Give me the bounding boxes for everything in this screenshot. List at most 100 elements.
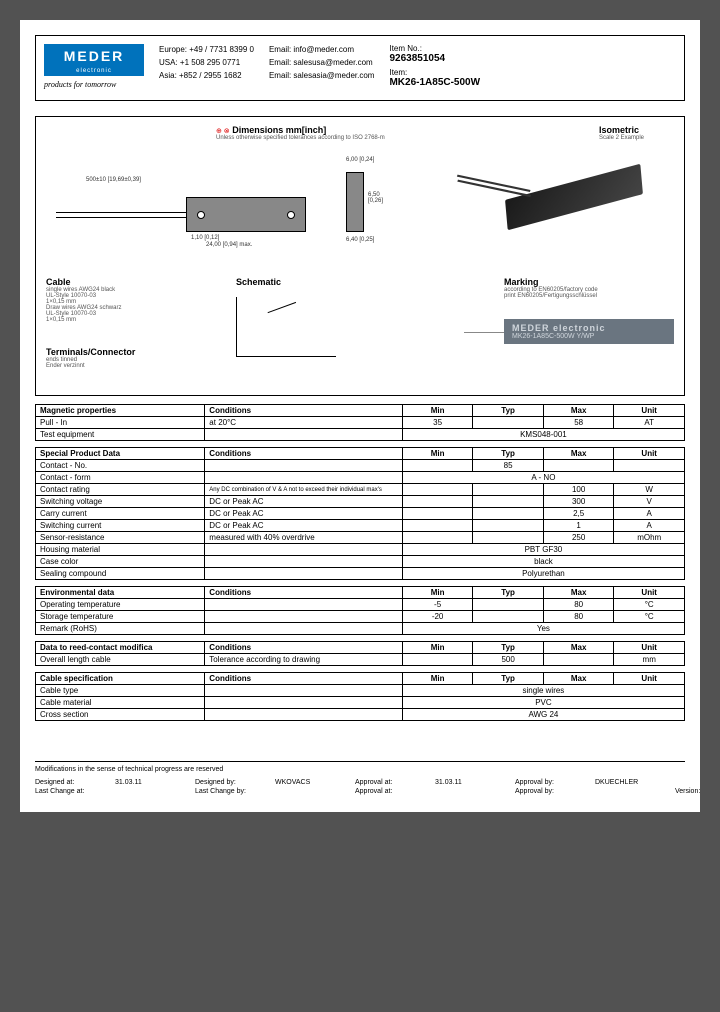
cell-unit: A — [614, 508, 685, 520]
logo: MEDER — [44, 44, 144, 68]
approval-at: 31.03.11 — [435, 779, 495, 786]
cell-min: 35 — [402, 417, 473, 429]
cell-max: 100 — [543, 484, 614, 496]
email-salesusa: Email: salesusa@meder.com — [269, 57, 375, 70]
table-row: Test equipment KMS048-001 — [36, 429, 685, 441]
cell-typ — [473, 532, 544, 544]
technical-drawing: 500±10 [19,69±0,39] 24,00 [0,94] max. 1,… — [46, 157, 346, 267]
th-min: Min — [402, 587, 473, 599]
table-row: Contact rating Any DC combination of V &… — [36, 484, 685, 496]
cable-text: single wires AWG24 black UL-Style 10070-… — [46, 287, 121, 323]
cell-max: 300 — [543, 496, 614, 508]
marking-sub: according to EN60205/factory code print … — [504, 287, 674, 299]
cell-param: Pull - In — [36, 417, 205, 429]
table-row: Switching voltage DC or Peak AC 300 V — [36, 496, 685, 508]
side-view: 6,00 [0,24] 6,50 [0,26] 6,40 [0,25] — [346, 157, 396, 247]
th-max: Max — [543, 448, 614, 460]
th-typ: Typ — [473, 642, 544, 654]
email-salesasia: Email: salesasia@meder.com — [269, 70, 375, 83]
cell-max — [543, 460, 614, 472]
marking-title: Marking — [504, 277, 674, 287]
environmental-table: Environmental data Conditions Min Typ Ma… — [35, 586, 685, 635]
table-row: Case color black — [36, 556, 685, 568]
isometric-section: Isometric Scale 2 Example — [599, 125, 644, 141]
cell-unit: °C — [614, 599, 685, 611]
cell-span: AWG 24 — [402, 709, 684, 721]
marking-part: MK26-1A85C-500W Y/WP — [512, 333, 666, 340]
footer-row-2: Last Change at: Last Change by: Approval… — [35, 788, 685, 795]
table-row: Sensor-resistance measured with 40% over… — [36, 532, 685, 544]
th-cond: Conditions — [205, 405, 403, 417]
th-param: Special Product Data — [36, 448, 205, 460]
cell-span: Polyurethan — [402, 568, 684, 580]
th-max: Max — [543, 587, 614, 599]
cell-typ: 85 — [473, 460, 544, 472]
cell-cond — [205, 611, 403, 623]
footer: Modifications in the sense of technical … — [35, 761, 685, 795]
table-row: Cable material PVC — [36, 697, 685, 709]
phone-europe: Europe: +49 / 7731 8399 0 — [159, 44, 254, 57]
contact-emails: Email: info@meder.com Email: salesusa@me… — [269, 44, 375, 92]
cell-cond — [205, 472, 403, 484]
red-symbols: ⊕ ⊗ — [216, 128, 230, 135]
logo-area: MEDER electronic products for tomorrow — [44, 44, 144, 92]
cell-cond: measured with 40% overdrive — [205, 532, 403, 544]
cable-section: Cable single wires AWG24 black UL-Style … — [46, 277, 121, 323]
email-info: Email: info@meder.com — [269, 44, 375, 57]
cell-typ — [473, 508, 544, 520]
cell-max: 1 — [543, 520, 614, 532]
table-row: Cable type single wires — [36, 685, 685, 697]
dim-length: 500±10 [19,69±0,39] — [86, 177, 141, 183]
dimensions-section: ⊕ ⊗ Dimensions mm[inch] Unless otherwise… — [216, 125, 385, 141]
cell-cond — [205, 685, 403, 697]
cell-param: Contact rating — [36, 484, 205, 496]
th-param: Magnetic properties — [36, 405, 205, 417]
cell-cond — [205, 623, 403, 635]
cell-span: KMS048-001 — [402, 429, 684, 441]
cell-span: A - NO — [402, 472, 684, 484]
th-cond: Conditions — [205, 587, 403, 599]
isometric-view — [484, 152, 664, 242]
dim-body-w: 24,00 [0,94] max. — [206, 242, 252, 248]
cell-unit — [614, 460, 685, 472]
mount-hole-1 — [197, 211, 205, 219]
th-param: Cable specification — [36, 673, 205, 685]
cell-param: Cable type — [36, 685, 205, 697]
cell-cond: DC or Peak AC — [205, 520, 403, 532]
footer-note: Modifications in the sense of technical … — [35, 766, 685, 773]
table-row: Cross section AWG 24 — [36, 709, 685, 721]
th-unit: Unit — [614, 448, 685, 460]
th-max: Max — [543, 405, 614, 417]
th-max: Max — [543, 642, 614, 654]
th-unit: Unit — [614, 642, 685, 654]
table-row: Contact - form A - NO — [36, 472, 685, 484]
cell-param: Test equipment — [36, 429, 205, 441]
special-table: Special Product Data Conditions Min Typ … — [35, 447, 685, 580]
th-typ: Typ — [473, 448, 544, 460]
table-row: Sealing compound Polyurethan — [36, 568, 685, 580]
cell-span: black — [402, 556, 684, 568]
th-param: Data to reed-contact modifica — [36, 642, 205, 654]
mount-hole-2 — [287, 211, 295, 219]
cell-param: Carry current — [36, 508, 205, 520]
reedcontact-table: Data to reed-contact modifica Conditions… — [35, 641, 685, 666]
cell-min — [402, 484, 473, 496]
cell-max: 80 — [543, 599, 614, 611]
datasheet-page: MEDER electronic products for tomorrow E… — [20, 20, 700, 812]
cell-unit: mm — [614, 654, 685, 666]
item-label: Item: — [389, 68, 480, 77]
iso-sensor-body — [505, 164, 643, 231]
terminals-section: Terminals/Connector ends tinned Ender ve… — [46, 347, 135, 369]
tables-container: Magnetic properties Conditions Min Typ M… — [35, 404, 685, 721]
cell-cond — [205, 709, 403, 721]
cell-cond — [205, 544, 403, 556]
cell-typ — [473, 417, 544, 429]
item-no-label: Item No.: — [389, 44, 480, 53]
item-name: MK26-1A85C-500W — [389, 77, 480, 88]
item-no: 9263851054 — [389, 53, 480, 64]
wire-lead-2 — [56, 217, 186, 218]
cell-param: Overall length cable — [36, 654, 205, 666]
lastchange-at-label: Last Change at: — [35, 788, 95, 795]
th-unit: Unit — [614, 673, 685, 685]
cell-typ — [473, 611, 544, 623]
